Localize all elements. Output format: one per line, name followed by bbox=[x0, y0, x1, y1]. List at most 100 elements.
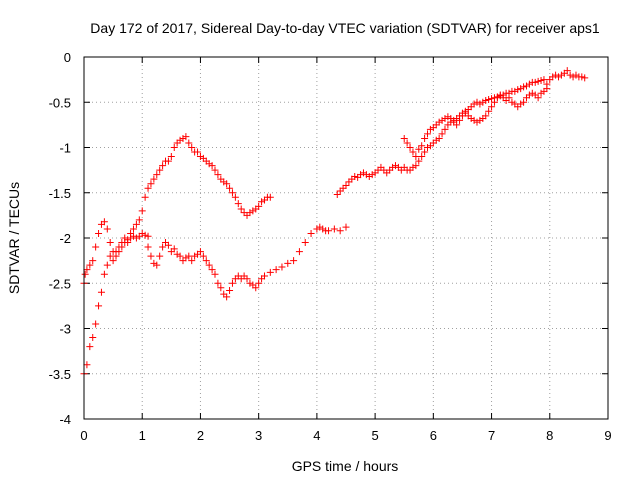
data-point bbox=[520, 98, 528, 106]
data-point bbox=[255, 202, 263, 210]
data-point bbox=[92, 243, 100, 251]
data-point bbox=[272, 266, 280, 274]
x-axis-label: GPS time / hours bbox=[292, 458, 399, 474]
data-point bbox=[421, 134, 429, 142]
data-point bbox=[336, 227, 344, 235]
data-point bbox=[103, 261, 111, 269]
data-point bbox=[426, 125, 434, 133]
data-point bbox=[141, 231, 149, 239]
data-point bbox=[520, 83, 528, 91]
data-point bbox=[424, 130, 432, 138]
data-point bbox=[517, 85, 525, 93]
data-point bbox=[490, 98, 498, 106]
data-point bbox=[319, 225, 327, 233]
data-point bbox=[95, 302, 103, 310]
chart-title: Day 172 of 2017, Sidereal Day-to-day VTE… bbox=[90, 20, 600, 36]
data-point bbox=[150, 175, 158, 183]
data-point bbox=[208, 266, 216, 274]
data-point bbox=[179, 134, 187, 142]
data-point bbox=[563, 67, 571, 75]
data-point bbox=[517, 100, 525, 108]
data-point bbox=[164, 241, 172, 249]
data-point bbox=[228, 189, 236, 197]
data-point bbox=[325, 227, 333, 235]
x-tick-label: 2 bbox=[197, 428, 204, 443]
data-point bbox=[144, 184, 152, 192]
data-point bbox=[214, 171, 222, 179]
data-point bbox=[211, 270, 219, 278]
data-point bbox=[409, 148, 417, 156]
data-point bbox=[100, 218, 108, 226]
data-point bbox=[537, 77, 545, 85]
data-point bbox=[441, 125, 449, 133]
data-point bbox=[164, 157, 172, 165]
data-point bbox=[205, 160, 213, 168]
data-point bbox=[409, 163, 417, 171]
data-point bbox=[578, 73, 586, 81]
data-point bbox=[424, 144, 432, 151]
data-point bbox=[106, 239, 114, 247]
data-point bbox=[176, 136, 184, 144]
data-point bbox=[508, 98, 516, 106]
data-point bbox=[188, 144, 196, 151]
y-tick-label: -3.5 bbox=[49, 367, 71, 382]
data-point bbox=[194, 148, 202, 156]
data-point bbox=[412, 162, 420, 170]
data-point bbox=[95, 229, 103, 237]
data-point bbox=[511, 87, 519, 95]
data-point bbox=[191, 252, 199, 260]
data-point bbox=[205, 261, 213, 269]
x-tick-label: 5 bbox=[371, 428, 378, 443]
data-point bbox=[234, 200, 242, 208]
data-point bbox=[173, 250, 181, 258]
data-point bbox=[217, 284, 225, 292]
data-markers bbox=[80, 67, 589, 378]
data-point bbox=[485, 96, 493, 104]
data-point bbox=[482, 112, 490, 120]
data-point bbox=[144, 232, 152, 240]
data-point bbox=[514, 86, 522, 94]
data-point bbox=[159, 162, 167, 170]
data-point bbox=[81, 270, 89, 278]
data-point bbox=[543, 85, 551, 93]
data-point bbox=[92, 320, 100, 328]
data-point bbox=[150, 259, 158, 267]
data-point bbox=[220, 178, 228, 186]
data-point bbox=[421, 148, 429, 156]
data-point bbox=[400, 134, 408, 142]
data-point bbox=[118, 243, 126, 251]
data-point bbox=[479, 98, 487, 106]
data-point bbox=[435, 118, 443, 126]
data-point bbox=[537, 89, 545, 97]
data-point bbox=[488, 103, 496, 111]
data-point bbox=[188, 257, 196, 265]
data-point bbox=[307, 229, 315, 237]
data-point bbox=[211, 166, 219, 174]
data-point bbox=[214, 279, 222, 287]
data-point bbox=[266, 268, 274, 276]
data-point bbox=[249, 207, 257, 215]
data-point bbox=[534, 77, 542, 85]
data-point bbox=[412, 153, 420, 161]
data-point bbox=[243, 275, 251, 283]
data-point bbox=[456, 116, 464, 124]
data-point bbox=[447, 115, 455, 123]
data-point bbox=[223, 293, 231, 301]
grid bbox=[84, 57, 608, 419]
data-point bbox=[202, 257, 210, 265]
data-point bbox=[485, 107, 493, 115]
data-point bbox=[351, 172, 359, 180]
data-point bbox=[103, 225, 111, 233]
data-point bbox=[418, 142, 426, 150]
data-point bbox=[208, 162, 216, 170]
data-point bbox=[156, 252, 164, 260]
y-tick-label: -2 bbox=[59, 231, 71, 246]
y-tick-label: -3 bbox=[59, 322, 71, 337]
data-point bbox=[141, 193, 149, 201]
y-tick-label: -4 bbox=[59, 412, 71, 427]
data-point bbox=[252, 284, 260, 292]
data-point bbox=[453, 121, 461, 129]
data-point bbox=[531, 78, 539, 86]
ticks: 0 1 2 3 4 5 6 7 8 9 0 -0.5 -1 -1.5 -2 -2.5 -3 -3.5 -4 bbox=[49, 50, 612, 443]
